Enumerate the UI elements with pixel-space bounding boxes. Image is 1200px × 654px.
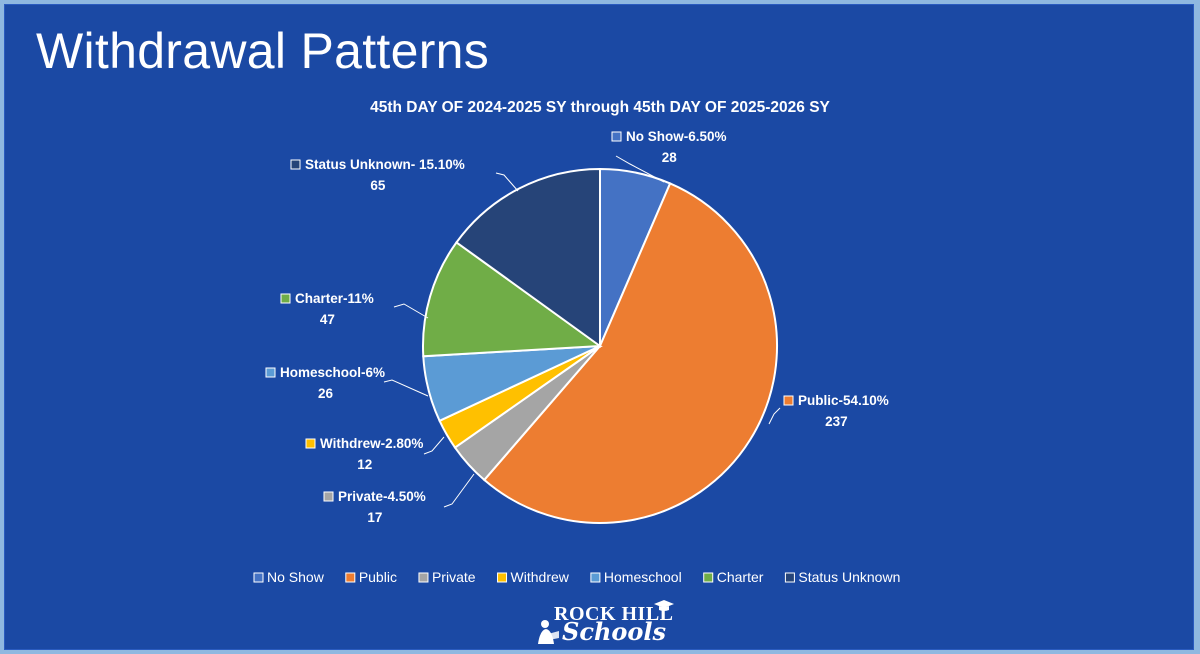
data-label-no-show: No Show-6.50% [626, 129, 727, 144]
legend-swatch-private [418, 572, 429, 583]
data-value-withdrew: 12 [357, 457, 372, 472]
legend-item-public: Public [345, 569, 397, 585]
data-label-swatch-homeschool [265, 367, 276, 378]
data-label-private: Private-4.50% [338, 489, 426, 504]
chart-title: 45th DAY OF 2024-2025 SY through 45th DA… [370, 99, 830, 116]
leader-line-private [443, 473, 475, 508]
data-label-public: Public-54.10% [798, 393, 889, 408]
leader-line-charter [393, 303, 429, 319]
data-label-swatch-private [323, 491, 334, 502]
pie-slice-status-unknown [455, 167, 601, 348]
legend-swatch-no-show [253, 572, 264, 583]
slide-title: Withdrawal Patterns [36, 23, 490, 79]
data-label-swatch-charter [280, 293, 291, 304]
data-label-swatch-withdrew [305, 438, 316, 449]
legend-label-homeschool: Homeschool [604, 569, 682, 585]
data-value-public: 237 [825, 414, 848, 429]
data-label-homeschool: Homeschool-6% [280, 365, 385, 380]
leader-line-withdrew [423, 436, 445, 455]
legend-swatch-withdrew [497, 572, 508, 583]
legend-swatch-homeschool [590, 572, 601, 583]
legend-label-withdrew: Withdrew [511, 569, 570, 585]
legend-label-charter: Charter [717, 569, 764, 585]
data-value-no-show: 28 [662, 150, 678, 165]
legend-item-no-show: No Show [253, 569, 325, 585]
logo-text-rock-hill: ROCK HILL [554, 603, 674, 625]
data-label-withdrew: Withdrew-2.80% [320, 436, 423, 451]
graduation-cap-icon [654, 600, 674, 611]
legend-label-no-show: No Show [267, 569, 325, 585]
data-value-status-unknown: 65 [370, 178, 386, 193]
reader-figure-icon [538, 620, 559, 644]
data-label-swatch-no-show [611, 131, 622, 142]
legend-item-withdrew: Withdrew [497, 569, 570, 585]
data-value-homeschool: 26 [318, 386, 334, 401]
legend-item-status-unknown: Status Unknown [784, 569, 900, 585]
rock-hill-schools-logo: ROCK HILL Schools [526, 600, 686, 650]
legend-label-public: Public [359, 569, 397, 585]
slide: Withdrawal Patterns 45th DAY OF 2024-202… [4, 4, 1194, 650]
legend-label-status-unknown: Status Unknown [798, 569, 900, 585]
pie-slice-charter [422, 240, 603, 358]
leader-line-homeschool [383, 379, 429, 397]
data-labels: No Show-6.50% 28 Public-54.10% 237 Private-4… [265, 129, 889, 525]
pie-slice-public [482, 182, 778, 524]
data-value-private: 17 [367, 510, 382, 525]
data-label-swatch-status-unknown [290, 159, 301, 170]
data-label-swatch-public [783, 395, 794, 406]
leader-line-no-show [615, 155, 665, 183]
legend-item-private: Private [418, 569, 476, 585]
pie-slices [422, 167, 778, 524]
leader-lines [383, 155, 781, 508]
pie-chart: 45th DAY OF 2024-2025 SY through 45th DA… [253, 99, 900, 585]
logo-text-schools: Schools [562, 617, 667, 646]
leader-line-status-unknown [495, 172, 519, 192]
legend-label-private: Private [432, 569, 476, 585]
legend-swatch-status-unknown [784, 572, 795, 583]
legend: No Show Public Private Withdrew Homeschool Ch… [253, 569, 900, 585]
leader-line-public [768, 407, 781, 425]
legend-item-charter: Charter [703, 569, 764, 585]
data-label-status-unknown: Status Unknown- 15.10% [305, 157, 465, 172]
data-label-charter: Charter-11% [295, 291, 374, 306]
legend-swatch-public [345, 572, 356, 583]
legend-swatch-charter [703, 572, 714, 583]
legend-item-homeschool: Homeschool [590, 569, 682, 585]
data-value-charter: 47 [320, 312, 335, 327]
